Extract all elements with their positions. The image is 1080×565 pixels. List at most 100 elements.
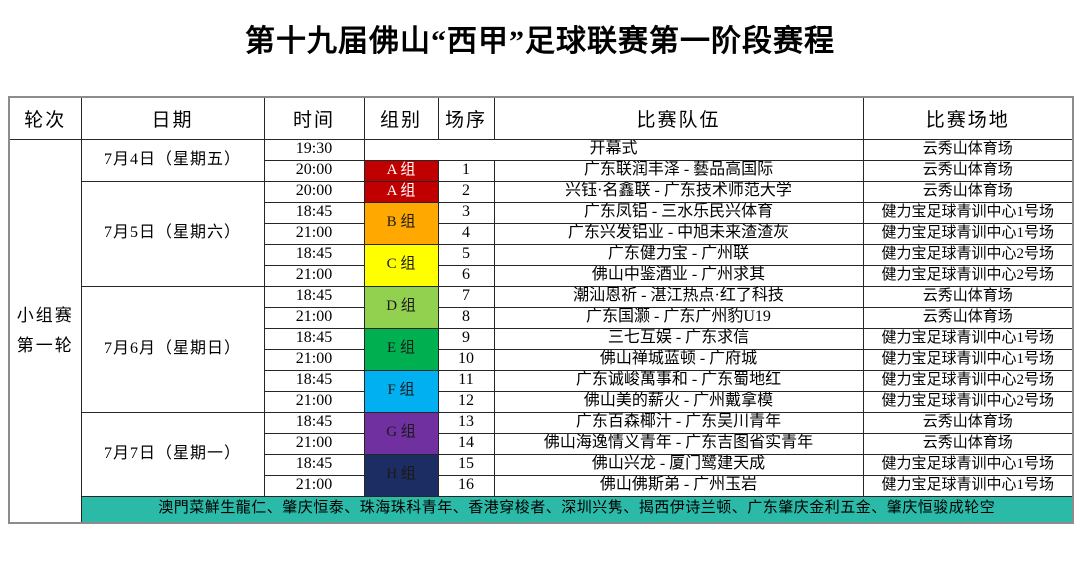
group-cell: C 组 — [363, 243, 439, 287]
teams-cell: 广东健力宝 - 广州联 — [493, 243, 864, 266]
teams-cell: 佛山中鉴酒业 - 广州求其 — [493, 264, 864, 287]
venue-cell: 健力宝足球青训中心2号场 — [862, 264, 1074, 287]
time-cell: 21:00 — [263, 432, 365, 455]
teams-cell: 广东百森椰汁 - 广东吴川青年 — [493, 411, 864, 434]
teams-cell: 佛山佛斯弟 - 广州玉岩 — [493, 474, 864, 497]
match-row: 21:00 8 广东国灏 - 广东广州豹U19 云秀山体育场 — [9, 306, 1074, 329]
time-cell: 18:45 — [263, 411, 365, 434]
venue-cell: 云秀山体育场 — [862, 159, 1074, 182]
group-cell: D 组 — [363, 285, 439, 329]
venue-cell: 健力宝足球青训中心1号场 — [862, 222, 1074, 245]
header-group: 组别 — [363, 96, 439, 140]
group-cell: A 组 — [363, 159, 439, 182]
ceremony-cell: 开幕式 — [363, 138, 864, 161]
order-cell: 6 — [437, 264, 495, 287]
time-cell: 18:45 — [263, 285, 365, 308]
match-row: 18:45 F 组 11 广东诚峻萬事和 - 广东蜀地红 健力宝足球青训中心2号场 — [9, 369, 1074, 413]
time-cell: 18:45 — [263, 201, 365, 224]
time-cell: 20:00 — [263, 159, 365, 182]
order-cell: 13 — [437, 411, 495, 434]
venue-cell: 云秀山体育场 — [862, 180, 1074, 203]
venue-cell: 健力宝足球青训中心1号场 — [862, 327, 1074, 350]
teams-cell: 佛山禅城蓝顿 - 广府城 — [493, 348, 864, 371]
venue-cell: 健力宝足球青训中心2号场 — [862, 243, 1074, 266]
round-label-line: 第一轮 — [16, 335, 74, 355]
venue-cell: 云秀山体育场 — [862, 432, 1074, 455]
order-cell: 8 — [437, 306, 495, 329]
group-cell: F 组 — [363, 369, 439, 413]
group-cell: G 组 — [363, 411, 439, 455]
group-cell: B 组 — [363, 201, 439, 245]
match-row: 7月6月（星期日） 18:45 D 组 7 潮汕恩祈 - 湛江热点·红了科技 云秀山体育场 — [9, 285, 1074, 413]
match-row: 21:00 4 广东兴发铝业 - 中旭未来渣渣灰 健力宝足球青训中心1号场 — [9, 222, 1074, 245]
header-teams: 比赛队伍 — [493, 96, 864, 140]
time-cell: 21:00 — [263, 474, 365, 497]
time-cell: 21:00 — [263, 264, 365, 287]
venue-cell: 健力宝足球青训中心1号场 — [862, 474, 1074, 497]
venue-cell: 云秀山体育场 — [862, 138, 1074, 161]
venue-cell: 健力宝足球青训中心1号场 — [862, 201, 1074, 224]
venue-cell: 云秀山体育场 — [862, 411, 1074, 434]
time-cell: 18:45 — [263, 369, 365, 392]
match-row: 18:45 H 组 15 佛山兴龙 - 厦门鹭建天成 健力宝足球青训中心1号场 — [9, 453, 1074, 497]
round-cell: 小组赛 第一轮 — [8, 138, 82, 524]
venue-cell: 健力宝足球青训中心1号场 — [862, 348, 1074, 371]
match-row: 7月7日（星期一） 18:45 G 组 13 广东百森椰汁 - 广东吴川青年 云秀山体育场 — [9, 411, 1074, 497]
time-cell: 18:45 — [263, 243, 365, 266]
date-cell: 7月4日（星期五） — [80, 138, 265, 182]
order-cell: 9 — [437, 327, 495, 350]
order-cell: 5 — [437, 243, 495, 266]
date-cell: 7月6月（星期日） — [80, 285, 265, 413]
ceremony-row: 小组赛 第一轮 7月4日（星期五） 19:30 开幕式 云秀山体育场 — [8, 138, 1074, 524]
match-row: 18:45 E 组 9 三七互娱 - 广东求信 健力宝足球青训中心1号场 — [9, 327, 1074, 371]
teams-cell: 广东兴发铝业 - 中旭未来渣渣灰 — [493, 222, 864, 245]
date-cell: 7月5日（星期六） — [80, 180, 265, 287]
group-cell: A 组 — [363, 180, 439, 203]
order-cell: 14 — [437, 432, 495, 455]
time-cell: 18:45 — [263, 327, 365, 350]
time-cell: 19:30 — [263, 138, 365, 161]
teams-cell: 三七互娱 - 广东求信 — [493, 327, 864, 350]
venue-cell: 健力宝足球青训中心2号场 — [862, 369, 1074, 392]
teams-cell: 佛山兴龙 - 厦门鹭建天成 — [493, 453, 864, 476]
time-cell: 21:00 — [263, 348, 365, 371]
match-row: 21:00 12 佛山美的薪火 - 广州戴拿模 健力宝足球青训中心2号场 — [9, 390, 1074, 413]
time-cell: 21:00 — [263, 390, 365, 413]
match-row: 20:00 A 组 1 广东联润丰泽 - 藝品高国际 云秀山体育场 — [9, 159, 1074, 182]
header-date: 日期 — [80, 96, 265, 140]
teams-cell: 广东联润丰泽 - 藝品高国际 — [493, 159, 864, 182]
order-cell: 11 — [437, 369, 495, 392]
order-cell: 16 — [437, 474, 495, 497]
teams-cell: 兴钰·名鑫联 - 广东技术师范大学 — [493, 180, 864, 203]
time-cell: 18:45 — [263, 453, 365, 476]
venue-cell: 云秀山体育场 — [862, 306, 1074, 329]
order-cell: 10 — [437, 348, 495, 371]
match-row: 18:45 B 组 3 广东凤铝 - 三水乐民兴体育 健力宝足球青训中心1号场 — [9, 201, 1074, 245]
teams-cell: 潮汕恩祈 - 湛江热点·红了科技 — [493, 285, 864, 308]
match-row: 18:45 C 组 5 广东健力宝 - 广州联 健力宝足球青训中心2号场 — [9, 243, 1074, 287]
order-cell: 15 — [437, 453, 495, 476]
bye-teams-note: 澳門菜鮮生龍仁、肇庆恒泰、珠海珠科青年、香港穿梭者、深圳兴隽、揭西伊诗兰顿、广东… — [80, 495, 1074, 524]
time-cell: 20:00 — [263, 180, 365, 203]
venue-cell: 健力宝足球青训中心1号场 — [862, 453, 1074, 476]
header-row: 轮次 日期 时间 组别 场序 比赛队伍 比赛场地 — [8, 96, 1074, 140]
match-row: 21:00 6 佛山中鉴酒业 - 广州求其 健力宝足球青训中心2号场 — [9, 264, 1074, 287]
time-cell: 21:00 — [263, 306, 365, 329]
header-time: 时间 — [263, 96, 365, 140]
order-cell: 4 — [437, 222, 495, 245]
teams-cell: 广东凤铝 - 三水乐民兴体育 — [493, 201, 864, 224]
time-cell: 21:00 — [263, 222, 365, 245]
group-cell: H 组 — [363, 453, 439, 497]
teams-cell: 广东国灏 - 广东广州豹U19 — [493, 306, 864, 329]
header-round: 轮次 — [8, 96, 82, 140]
order-cell: 7 — [437, 285, 495, 308]
venue-cell: 健力宝足球青训中心2号场 — [862, 390, 1074, 413]
venue-cell: 云秀山体育场 — [862, 285, 1074, 308]
order-cell: 1 — [437, 159, 495, 182]
order-cell: 3 — [437, 201, 495, 224]
round-label-line: 小组赛 — [16, 305, 74, 325]
teams-cell: 佛山海逸情义青年 - 广东吉图省实青年 — [493, 432, 864, 455]
match-row: 21:00 10 佛山禅城蓝顿 - 广府城 健力宝足球青训中心1号场 — [9, 348, 1074, 371]
order-cell: 12 — [437, 390, 495, 413]
